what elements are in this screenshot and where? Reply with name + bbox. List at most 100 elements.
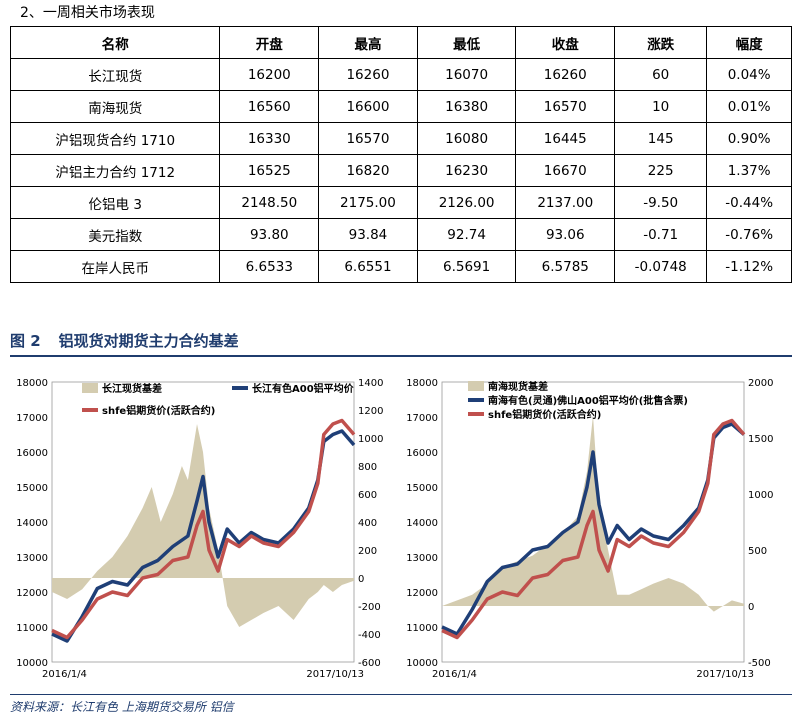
- legend-label: 长江有色A00铝平均价: [252, 382, 355, 395]
- left-axis-tick-label: 13000: [406, 553, 438, 564]
- x-axis-tick-label: 2017/10/13: [306, 669, 364, 680]
- right-axis-tick-label: -500: [748, 658, 771, 669]
- table-cell: 16820: [318, 154, 418, 187]
- table-cell: 93.80: [219, 218, 320, 251]
- table-cell: 16445: [515, 122, 616, 155]
- figure-title: 铝现货对期货主力合约基差: [58, 332, 239, 350]
- chart-nanhai-svg: 1800017000160001500014000130001200011000…: [406, 378, 773, 680]
- right-axis-tick-label: 1200: [358, 406, 383, 417]
- futures-price-line: [51, 418, 356, 640]
- table-cell: 0.04%: [706, 58, 792, 91]
- source-rule: [10, 694, 792, 695]
- table-cell: 16330: [219, 122, 320, 155]
- table-cell: -1.12%: [706, 250, 792, 283]
- table-cell: 0.01%: [706, 90, 792, 123]
- table-cell: 93.84: [318, 218, 418, 251]
- left-axis-tick-label: 17000: [16, 413, 48, 424]
- left-axis-tick-label: 12000: [406, 588, 438, 599]
- figure-number: 图 2: [10, 332, 41, 350]
- table-cell: 6.6533: [219, 250, 320, 283]
- table-cell: 2126.00: [416, 186, 517, 219]
- left-axis-tick-label: 18000: [406, 378, 438, 389]
- header-low: 最低: [416, 26, 517, 59]
- table-cell: 93.06: [515, 218, 616, 251]
- table-cell: 10: [614, 90, 708, 123]
- basis-area: [52, 424, 354, 627]
- table-header-row: 名称 开盘 最高 最低 收盘 涨跌 幅度: [9, 26, 792, 59]
- left-axis-tick-label: 14000: [16, 518, 48, 529]
- table-cell: 16570: [318, 122, 418, 155]
- row-label: 长江现货: [9, 58, 221, 91]
- right-axis-tick-label: -600: [358, 658, 381, 669]
- right-axis-tick-label: 1400: [358, 378, 383, 389]
- market-table: 名称 开盘 最高 最低 收盘 涨跌 幅度 长江现货 16200 16260 16070…: [9, 26, 792, 283]
- table-cell: 16560: [219, 90, 320, 123]
- table-cell: 6.6551: [318, 250, 418, 283]
- table-cell: 16070: [416, 58, 517, 91]
- right-axis-tick-label: 0: [358, 574, 364, 585]
- table-cell: 16380: [416, 90, 517, 123]
- left-axis-tick-label: 15000: [16, 483, 48, 494]
- row-label: 伦铝电 3: [9, 186, 221, 219]
- left-axis-tick-label: 16000: [406, 448, 438, 459]
- right-axis-tick-label: 1000: [748, 490, 773, 501]
- left-axis-tick-label: 12000: [16, 588, 48, 599]
- table-cell: 92.74: [416, 218, 517, 251]
- plot-frame: [441, 381, 745, 663]
- table-row: 沪铝主力合约 1712 16525 16820 16230 16670 225 1.37%: [9, 154, 792, 187]
- header-pct: 幅度: [706, 26, 792, 59]
- table-cell: 16600: [318, 90, 418, 123]
- header-change: 涨跌: [614, 26, 708, 59]
- chart-changjiang: 18000 17000 16000 15000 14000 13000 12000 11000…: [8, 370, 398, 686]
- section-title: 2、一周相关市场表现: [20, 5, 155, 21]
- futures-price-line: [441, 418, 746, 640]
- left-axis-tick-label: 11000: [16, 623, 48, 634]
- table-row: 在岸人民币 6.6533 6.6551 6.5691 6.5785 -0.0748 -1.1…: [9, 250, 792, 283]
- table-cell: 16570: [515, 90, 616, 123]
- table-row: 南海现货 16560 16600 16380 16570 10 0.01%: [9, 90, 792, 123]
- row-label: 在岸人民币: [9, 250, 221, 283]
- header-close: 收盘: [515, 26, 616, 59]
- legend-label: 南海有色(灵通)佛山A00铝平均价(批售含票): [488, 394, 688, 407]
- legend-label: 长江现货基差: [102, 382, 162, 395]
- right-axis-tick-label: 800: [358, 462, 377, 473]
- table-cell: 6.5785: [515, 250, 616, 283]
- row-label: 南海现货: [9, 90, 221, 123]
- table-cell: -0.71: [614, 218, 708, 251]
- right-axis-tick-label: -200: [358, 602, 381, 613]
- left-axis-tick-label: 15000: [406, 483, 438, 494]
- right-axis-tick-label: 600: [358, 490, 377, 501]
- table-row: 美元指数 93.80 93.84 92.74 93.06 -0.71 -0.76%: [9, 218, 792, 251]
- figure-caption: 图 2 铝现货对期货主力合约基差: [10, 330, 239, 351]
- left-axis-tick-label: 10000: [406, 658, 438, 669]
- row-label: 美元指数: [9, 218, 221, 251]
- right-axis-tick-label: -400: [358, 630, 381, 641]
- header-open: 开盘: [219, 26, 320, 59]
- left-axis-tick-label: 17000: [406, 413, 438, 424]
- right-axis-tick-label: 500: [748, 546, 767, 557]
- left-axis-tick-label: 16000: [16, 448, 48, 459]
- table-cell: 225: [614, 154, 708, 187]
- x-axis-tick-label: 2017/10/13: [696, 669, 754, 680]
- table-cell: 0.90%: [706, 122, 792, 155]
- left-axis-tick-label: 14000: [406, 518, 438, 529]
- table-row: 长江现货 16200 16260 16070 16260 60 0.04%: [9, 58, 792, 91]
- right-axis-tick-label: 200: [358, 546, 377, 557]
- legend-swatch: [82, 383, 98, 393]
- table-cell: 16260: [515, 58, 616, 91]
- left-axis-tick-label: 13000: [16, 553, 48, 564]
- table-cell: 16260: [318, 58, 418, 91]
- table-cell: -9.50: [614, 186, 708, 219]
- table-cell: -0.0748: [614, 250, 708, 283]
- table-row: 沪铝现货合约 1710 16330 16570 16080 16445 145 0.90%: [9, 122, 792, 155]
- table-row: 伦铝电 3 2148.50 2175.00 2126.00 2137.00 -9.50 -0…: [9, 186, 792, 219]
- source-note: 资料来源：长江有色 上海期货交易所 铝信: [10, 700, 234, 714]
- right-axis-tick-label: 2000: [748, 378, 773, 389]
- legend-swatch: [468, 381, 484, 391]
- chart-changjiang-svg: 1800017000160001500014000130001200011000…: [16, 378, 383, 680]
- table-cell: 16080: [416, 122, 517, 155]
- left-axis-tick-label: 18000: [16, 378, 48, 389]
- legend-label: 南海现货基差: [488, 380, 548, 393]
- table-cell: 16525: [219, 154, 320, 187]
- table-cell: 145: [614, 122, 708, 155]
